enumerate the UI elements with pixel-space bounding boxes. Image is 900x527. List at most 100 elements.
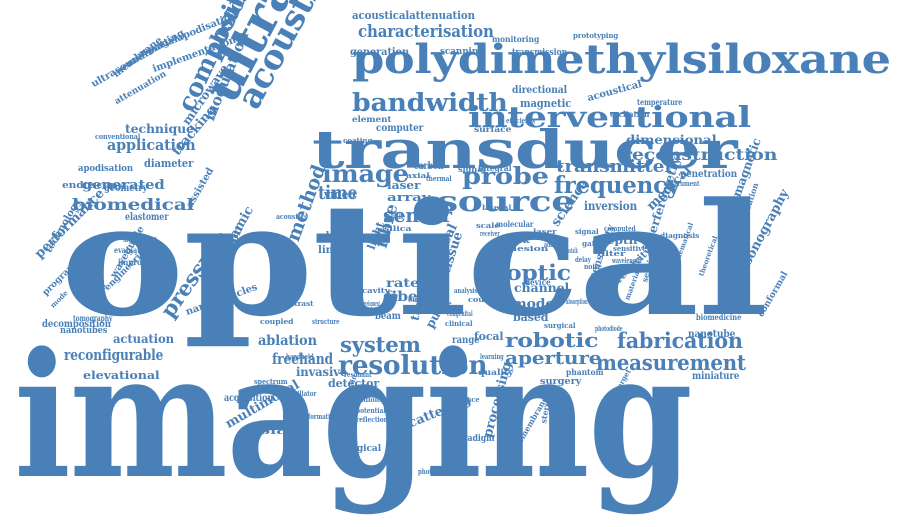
word-structure: structure [312, 317, 340, 326]
word-surgical: surgical [544, 321, 576, 330]
word-reconfigurable: reconfigurable [64, 346, 164, 364]
word-array: array [387, 191, 431, 204]
word-tomography: tomography [73, 313, 113, 323]
word-receiver: receiver [480, 229, 500, 238]
word-technique: technique [125, 122, 194, 136]
word-spectrum: spectrum [254, 377, 288, 386]
word-acoustics: acoustics [276, 212, 308, 221]
word-learning: learning [480, 352, 504, 361]
word-resolution: resolution [338, 351, 488, 381]
word-excitation: excitation [610, 109, 650, 119]
word-directional: directional [512, 85, 568, 96]
word-quality: quality [478, 367, 514, 377]
word-decomposition: decomposition [42, 319, 111, 330]
word-reconstruction: reconstruction [622, 145, 778, 164]
word-temperature: temperature [637, 97, 683, 107]
word-optical: optical [60, 168, 769, 351]
word-element: element [352, 114, 392, 124]
word-guidance: guidance [446, 395, 480, 404]
word-sensitive: sensitive [613, 244, 647, 253]
word-acquisition: acquisition [224, 393, 274, 404]
word-based: based [513, 311, 549, 324]
word-potential: potential [356, 406, 386, 415]
word-count: count [468, 295, 494, 304]
word-computer: computer [376, 123, 424, 134]
word-apodisation: apodisation [78, 164, 134, 174]
word-noise: noise [584, 262, 602, 271]
word-coupled: coupled [260, 317, 294, 326]
word-probe: probe [462, 163, 549, 190]
word-signal: signal [458, 164, 486, 174]
word-coating: coating [343, 136, 373, 145]
word-system: system [340, 332, 421, 357]
word-paradigm: paradigm [453, 434, 495, 444]
word-scanning: scanning [440, 47, 485, 57]
word-sensor: sensor [383, 203, 452, 227]
word-gold: gold [248, 427, 288, 436]
word-prototyping: prototyping [573, 31, 619, 40]
word-monitoring: monitoring [492, 34, 540, 44]
word-robotic: robotic [505, 328, 599, 352]
word-diagnosis: diagnosis [660, 231, 700, 240]
word-surface: surface [474, 124, 512, 134]
word-delay: delay [575, 255, 591, 264]
word-magnetic: magnetic [520, 97, 572, 110]
word-rate: rate [386, 276, 420, 290]
word-inversion: inversion [584, 199, 638, 213]
word-depth: depth [598, 236, 638, 247]
word-computed: computed [604, 224, 636, 233]
word-lateral: lateral [482, 203, 512, 212]
word-invasive: invasive [296, 365, 348, 379]
word-analysis: analysis [454, 286, 478, 295]
word-pdms: pdms [476, 267, 504, 278]
word-phantom: phantom [566, 367, 604, 377]
word-elastomer: elastomer [125, 212, 169, 223]
word-cavity: cavity [362, 286, 390, 295]
word-work: work [502, 236, 530, 245]
word-penetration: penetration [680, 169, 738, 180]
word-fiber: fiber [385, 289, 426, 305]
word-ablation: ablation [258, 333, 317, 349]
word-addition: addition [544, 240, 566, 249]
word-scale: scale [476, 221, 500, 230]
word-improved: improved [118, 257, 156, 267]
word-reflection: reflection [356, 415, 388, 424]
word-beam: beam [375, 311, 401, 322]
word-polydimethylsiloxane: polydimethylsiloxane [352, 36, 891, 83]
word-laser: laser [533, 227, 557, 236]
word-axial: axial [406, 171, 430, 180]
word-application: application [107, 136, 196, 154]
word-focal: focal [474, 330, 504, 343]
word-biological: biological [332, 444, 382, 454]
word-handheld: handheld [286, 352, 314, 361]
word-filter: filter [597, 249, 626, 258]
word-transducer: transducer [312, 120, 738, 181]
word-optic: optic [506, 260, 571, 285]
word-video: video [324, 188, 356, 201]
word-miniature: miniature [692, 371, 740, 382]
word-freehand: freehand [272, 350, 334, 368]
word-visible: visible [430, 299, 452, 308]
word-carbon: carbon [414, 161, 444, 172]
word-formation: formation [308, 412, 338, 421]
word-silica: silica [384, 224, 412, 233]
word-generation: generation [350, 47, 410, 58]
word-result: result [384, 212, 404, 221]
word-evaluation: evaluation [114, 245, 152, 255]
word-range: range [452, 335, 480, 346]
word-bandwidth: bandwidth [352, 88, 508, 117]
word-wavelength: wavelength [612, 256, 642, 265]
word-interventional: interventional [468, 100, 751, 134]
word-absorption: absorption [566, 297, 588, 306]
word-instrument: instrument [666, 179, 700, 188]
word-image: image [322, 159, 409, 188]
word-source: source [437, 185, 575, 218]
word-biomedical: biomedical [72, 195, 195, 214]
word-time: time [318, 182, 358, 204]
word-thermal: thermal [426, 174, 452, 183]
word-radiology: radiology [356, 395, 390, 404]
word-frequency: frequency [554, 172, 680, 199]
word-measurement: measurement [596, 350, 746, 375]
word-transmission: transmission [512, 48, 568, 58]
word-oscillator: oscillator [287, 389, 317, 398]
